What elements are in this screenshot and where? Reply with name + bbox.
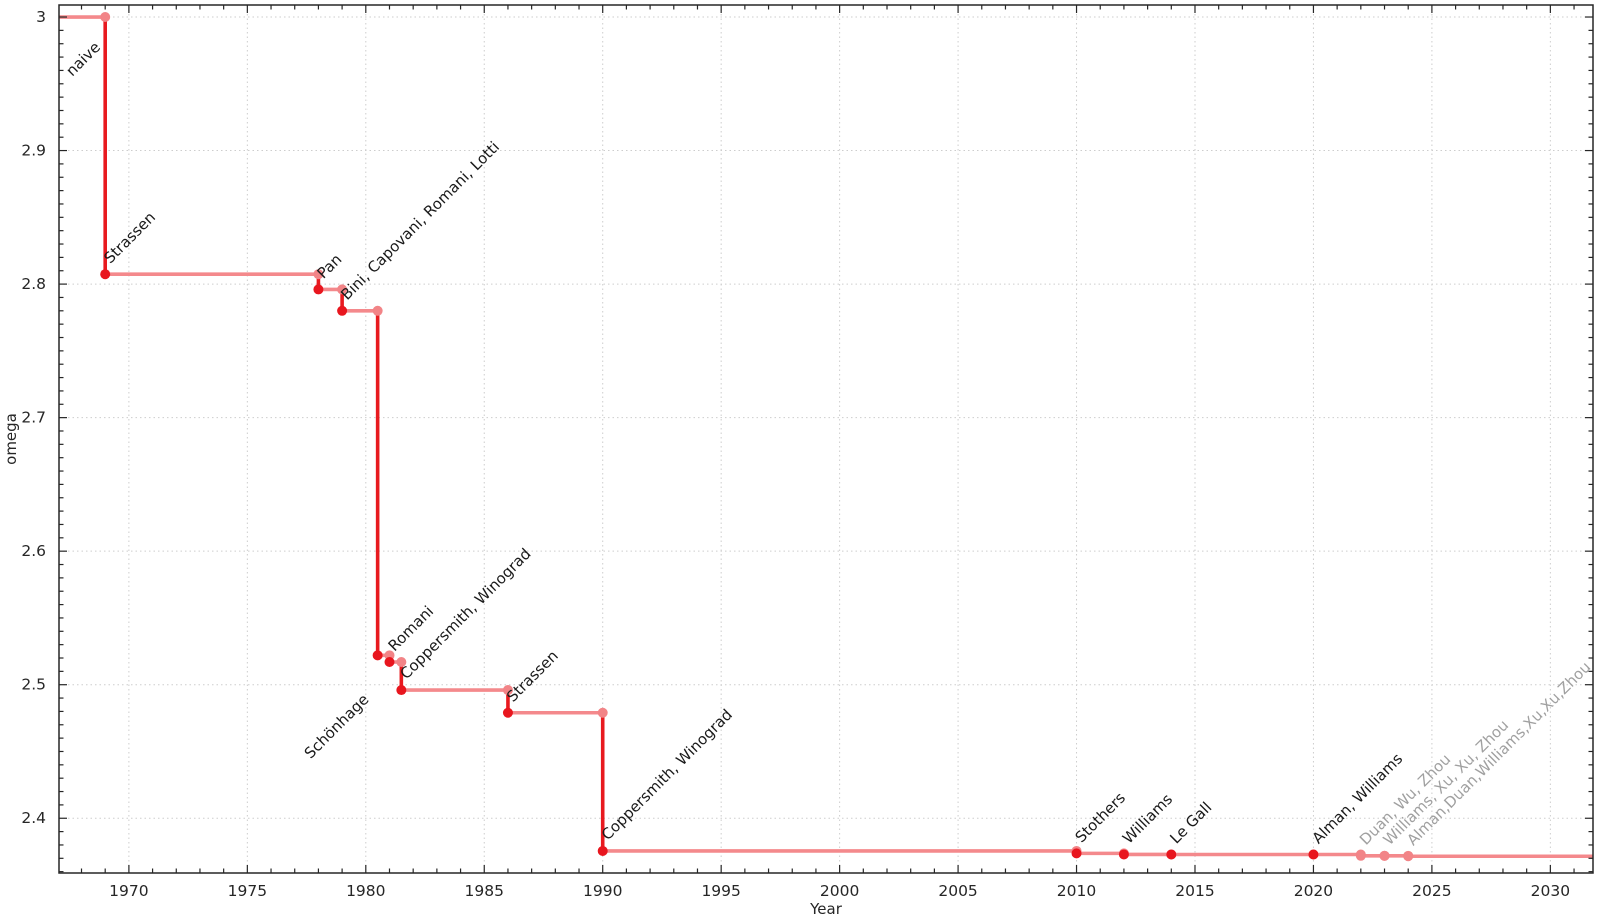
x-tick-label-2010: 2010 — [1057, 882, 1096, 900]
point-williams-xu-xu-zhou-2023 — [1379, 850, 1390, 861]
point-pan-1978 — [313, 284, 324, 295]
point-coppersmith-winograd-1990 — [597, 845, 608, 856]
x-tick-label-1975: 1975 — [228, 882, 267, 900]
x-tick-label-1990: 1990 — [583, 882, 622, 900]
corner-marker-1978 — [313, 269, 324, 280]
y-axis-title: omega — [2, 413, 20, 465]
x-tick-label-2030: 2030 — [1531, 882, 1570, 900]
y-tick-label-2.8: 2.8 — [21, 275, 46, 293]
point-sch-nhage-1981 — [372, 650, 383, 661]
point-strassen-1969 — [100, 269, 111, 280]
x-tick-label-1970: 1970 — [109, 882, 148, 900]
x-tick-label-1995: 1995 — [701, 882, 740, 900]
corner-marker-1979 — [337, 284, 348, 295]
x-tick-label-2015: 2015 — [1175, 882, 1214, 900]
y-tick-label-3: 3 — [36, 8, 46, 26]
y-tick-label-2.9: 2.9 — [21, 142, 46, 160]
point-coppersmith-winograd-1982 — [396, 685, 407, 696]
x-tick-label-2020: 2020 — [1294, 882, 1333, 900]
x-tick-label-1980: 1980 — [346, 882, 385, 900]
x-axis-title: Year — [809, 900, 843, 918]
plot-frame — [58, 4, 1594, 874]
corner-marker-1981 — [372, 305, 383, 316]
y-tick-label-2.4: 2.4 — [21, 809, 46, 827]
x-tick-label-2005: 2005 — [938, 882, 977, 900]
point-strassen-1986 — [502, 707, 513, 718]
point-le-gall-2014 — [1166, 849, 1177, 860]
point-stothers-2010 — [1071, 848, 1082, 859]
point-duan-wu-zhou-2022 — [1355, 850, 1366, 861]
x-tick-label-2025: 2025 — [1412, 882, 1451, 900]
corner-marker-1986 — [502, 685, 513, 696]
axis-ticks — [59, 5, 1593, 873]
point-romani-1981 — [384, 657, 395, 668]
point-alman-duan-williams-xu-xu-zhou-2024 — [1403, 851, 1414, 862]
y-tick-label-2.6: 2.6 — [21, 542, 46, 560]
discovery-markers — [100, 269, 1414, 862]
corner-marker-1982 — [396, 657, 407, 668]
corner-marker-1969 — [100, 12, 111, 23]
x-tick-label-2000: 2000 — [820, 882, 859, 900]
y-axis-title: omega — [2, 413, 20, 465]
x-tick-labels: 1970 1975 1980 1985 1990 1995 2000 2005 2010 2015… — [109, 882, 1570, 900]
point-williams-2012 — [1118, 849, 1129, 860]
y-tick-label-2.7: 2.7 — [21, 409, 46, 427]
y-tick-label-2.5: 2.5 — [21, 676, 46, 694]
corner-marker-1990 — [597, 707, 608, 718]
gridlines — [59, 5, 1593, 873]
y-tick-labels: 3 2.9 2.8 2.7 2.6 2.5 2.4 — [21, 8, 46, 827]
x-axis-title: Year — [809, 900, 843, 918]
x-tick-label-1985: 1985 — [465, 882, 504, 900]
point-alman-williams-2020 — [1308, 849, 1319, 860]
point-bini-capovani-romani-lotti-1979 — [337, 305, 348, 316]
